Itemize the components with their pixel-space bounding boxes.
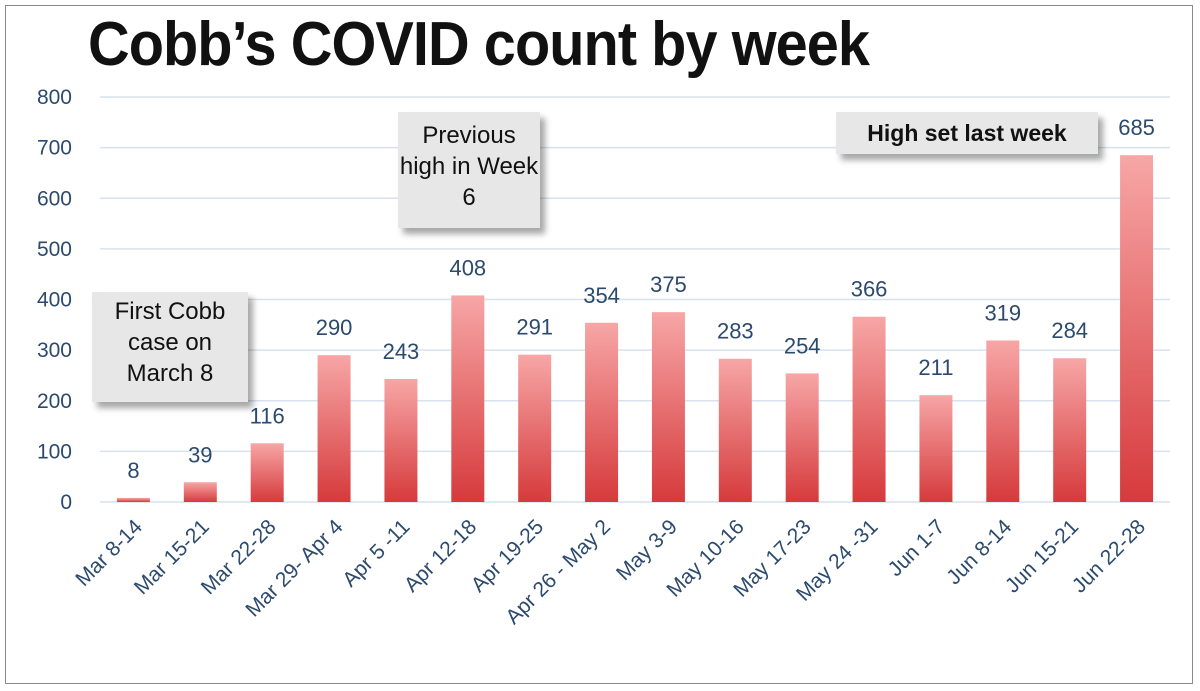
data-label: 254	[784, 333, 821, 358]
y-tick-label: 700	[37, 137, 72, 160]
bar	[183, 482, 217, 502]
bar	[986, 340, 1020, 502]
chart-title: Cobb’s COVID count by week	[88, 10, 870, 79]
bar	[651, 312, 685, 502]
y-tick-label: 200	[37, 390, 72, 413]
data-label: 319	[984, 301, 1021, 326]
y-tick-label: 300	[37, 339, 72, 362]
data-label: 354	[583, 283, 620, 308]
y-tick-label: 800	[37, 86, 72, 109]
x-tick-label: Jun 1-7	[884, 515, 950, 581]
data-label: 685	[1118, 115, 1155, 140]
bar	[919, 395, 953, 502]
bar	[317, 355, 351, 502]
y-tick-label: 600	[37, 187, 72, 210]
y-tick-label: 500	[37, 238, 72, 261]
data-label: 243	[383, 339, 420, 364]
x-tick-label: Apr 12-18	[400, 515, 481, 596]
bars	[116, 155, 1154, 502]
y-tick-label: 400	[37, 289, 72, 312]
bar	[585, 322, 619, 502]
bar	[718, 358, 752, 502]
bar	[250, 443, 284, 502]
bar	[518, 354, 552, 502]
x-tick-label: May 3-9	[612, 515, 682, 585]
callout-high-last-week: High set last week	[836, 112, 1098, 154]
data-label: 290	[316, 315, 353, 340]
callout-previous-high: Previous high in Week 6	[398, 112, 540, 228]
data-label: 211	[918, 355, 953, 380]
bar	[116, 497, 150, 502]
x-tick-label: Jun 22-28	[1068, 515, 1150, 597]
data-label: 283	[717, 319, 754, 344]
data-label: 116	[250, 403, 285, 428]
callout-first-case: First Cobb case on March 8	[92, 292, 248, 402]
data-label: 8	[127, 458, 139, 483]
bar	[785, 373, 819, 502]
bar	[1053, 358, 1087, 502]
data-label: 284	[1051, 318, 1088, 343]
y-axis-ticks: 0 100 200 300 400 500 600 700 800	[37, 86, 72, 514]
data-label: 375	[650, 272, 687, 297]
data-label: 408	[449, 255, 486, 280]
bar	[451, 295, 485, 502]
y-tick-label: 100	[37, 440, 72, 463]
data-label: 39	[188, 442, 212, 467]
bar	[1120, 155, 1154, 502]
bar	[384, 378, 418, 502]
y-tick-label: 0	[60, 491, 72, 514]
bar	[852, 316, 886, 502]
data-labels: 8 39 116 290 243 408 291 354 375 283 254 366 211 319 2…	[127, 115, 1155, 483]
data-label: 366	[851, 277, 888, 302]
data-label: 291	[516, 315, 553, 340]
